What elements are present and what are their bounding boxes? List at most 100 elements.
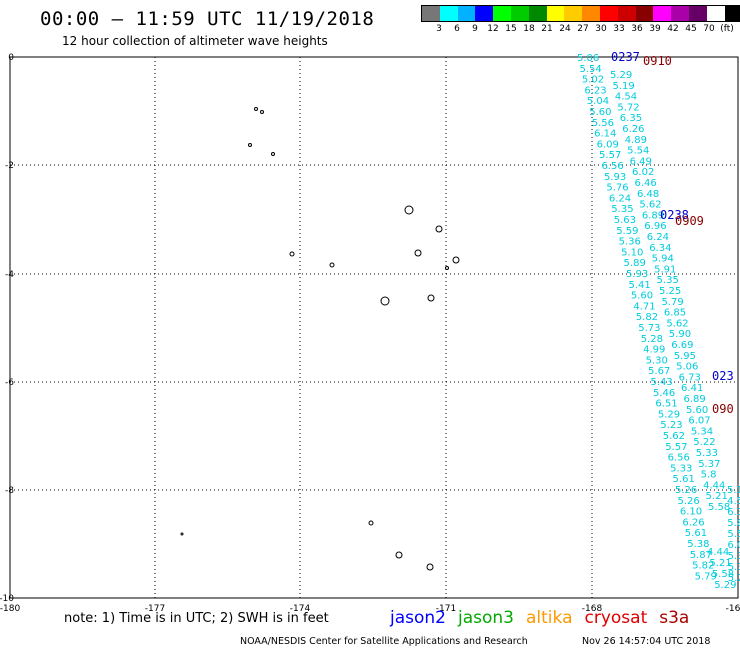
wave-height-value: 5.43 (651, 377, 673, 388)
wave-height-value: 4.71 (633, 301, 655, 312)
legend-tick-label: 70 (703, 24, 715, 34)
wave-height-value: 5.58 (708, 502, 730, 513)
map-subtitle: 12 hour collection of altimeter wave hei… (62, 34, 328, 48)
wave-height-value: 6.35 (727, 507, 740, 518)
wave-height-value: 4.54 (727, 496, 740, 507)
legend-swatch (617, 6, 636, 21)
legend-swatch (439, 6, 458, 21)
wave-height-value: 4.89 (625, 135, 647, 146)
legend-swatch (422, 6, 440, 21)
island-outline (329, 262, 335, 268)
wave-height-value: 6.07 (688, 416, 710, 427)
satellite-cryosat: cryosat (584, 608, 648, 628)
y-axis-label: -2 (5, 161, 14, 171)
wave-height-value: 5.54 (627, 146, 649, 157)
wave-height-value: 5.26 (677, 496, 699, 507)
legend-tick-label: 33 (613, 24, 625, 34)
wave-height-value: 5.22 (693, 437, 715, 448)
wave-height-value: 6.34 (649, 243, 671, 254)
island-outline (248, 143, 252, 147)
track-time-label: 0238 (660, 208, 689, 222)
wave-height-value: 5.61 (673, 474, 695, 485)
wave-height-value: 4.99 (643, 345, 665, 356)
legend-tick-label: 3 (436, 24, 442, 34)
wave-height-value: 5.55 (727, 529, 740, 540)
wave-height-value: 5.95 (674, 351, 696, 362)
wave-height-value: 6.48 (637, 189, 659, 200)
wave-height-value: 5.29 (714, 580, 736, 591)
wave-height-value: 6.26 (622, 124, 644, 135)
wave-height-value: 5.46 (653, 388, 675, 399)
legend-tick-label: 18 (523, 24, 535, 34)
legend-tick-label: 21 (541, 24, 553, 34)
track-time-label: 0909 (675, 214, 704, 228)
wave-height-value: 5.54 (579, 64, 601, 75)
wave-height-value: 5.61 (685, 528, 707, 539)
wave-height-value: 5.33 (728, 551, 740, 562)
legend-swatch (635, 6, 654, 21)
track-time-label: 090 (712, 402, 734, 416)
legend-swatch (599, 6, 618, 21)
track-time-label: 0910 (643, 54, 672, 68)
wave-height-value: 6.69 (671, 340, 693, 351)
wave-height-value: 5.38 (687, 539, 709, 550)
map-frame (9, 56, 739, 599)
wave-height-value: 4.54 (615, 92, 637, 103)
island-outline (260, 110, 264, 114)
y-axis-label: -10 (0, 594, 14, 604)
map-title: 00:00 – 11:59 UTC 11/19/2018 (40, 8, 375, 30)
legend-tick-label: 36 (631, 24, 643, 34)
wave-height-value: 6.23 (584, 85, 606, 96)
wave-height-value: 5.35 (657, 275, 679, 286)
wave-height-value: 5.63 (614, 215, 636, 226)
wave-height-value: 5.10 (621, 247, 643, 258)
island-outline (427, 294, 435, 302)
island-outline (180, 532, 184, 536)
wave-height-value: 5.57 (599, 150, 621, 161)
wave-height-value: 5.79 (695, 571, 717, 582)
x-axis-label: -174 (290, 604, 311, 614)
wave-height-value: 5.90 (669, 329, 691, 340)
wave-height-value: 6.26 (682, 517, 704, 528)
wave-height-value: 4.44 (703, 480, 725, 491)
legend-tick-label: 39 (649, 24, 661, 34)
wave-height-value: 5.72 (617, 102, 639, 113)
wave-height-value: 5.35 (611, 204, 633, 215)
legend-tick-label: 15 (505, 24, 517, 34)
wave-height-value: 5.82 (636, 312, 658, 323)
island-outline (426, 563, 434, 571)
track-time-label: 023 (712, 369, 734, 383)
y-axis-label: -8 (5, 486, 14, 496)
footer-credit: NOAA/NESDIS Center for Satellite Applica… (240, 636, 528, 647)
x-axis-label: -171 (436, 604, 456, 614)
wave-height-value: 5.19 (612, 81, 634, 92)
wave-height-value: 5.06 (577, 53, 599, 64)
island-outline (289, 251, 295, 257)
wave-height-value: 5.36 (619, 237, 641, 248)
wave-height-value: 6.51 (655, 399, 677, 410)
island-outline (414, 249, 422, 257)
island-outline (271, 152, 275, 156)
legend-ticks: 3 6 9 12 15 18 21 24 27 30 33 36 39 42 45 70 (ft) (421, 22, 740, 34)
legend-tick-label: 27 (577, 24, 589, 34)
wave-height-value: 5.37 (698, 459, 720, 470)
wave-height-value: 5.60 (631, 291, 653, 302)
wave-height-value: 5.94 (652, 254, 674, 265)
island-outline (435, 225, 443, 233)
legend-swatch (564, 6, 583, 21)
legend-tick-label: 45 (685, 24, 697, 34)
wave-height-value: 6.49 (630, 156, 652, 167)
track-time-label: 0237 (611, 50, 640, 64)
wave-height-value: 5.06 (676, 362, 698, 373)
y-axis-label: -6 (5, 378, 14, 388)
satellite-jason3: jason3 (458, 608, 514, 628)
legend-swatch (546, 6, 565, 21)
wave-height-value: 5.56 (592, 118, 614, 129)
legend-tick-label: 9 (472, 24, 478, 34)
legend-swatch (493, 6, 511, 21)
island-outline (254, 107, 258, 111)
wave-height-value: 5.67 (648, 366, 670, 377)
wave-height-value: 5.82 (692, 561, 714, 572)
wave-height-value: 5.8 (701, 470, 717, 481)
